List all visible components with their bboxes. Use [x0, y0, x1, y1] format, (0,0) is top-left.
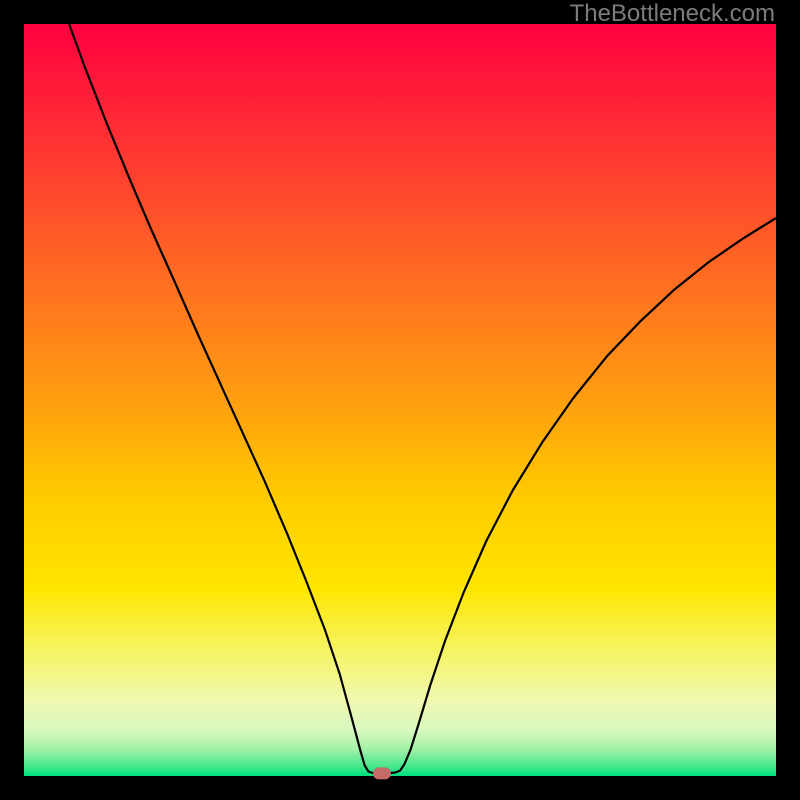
optimal-point-marker	[373, 767, 391, 779]
gradient-background	[24, 24, 776, 776]
bottleneck-chart	[0, 0, 800, 800]
watermark-text: TheBottleneck.com	[570, 0, 775, 28]
